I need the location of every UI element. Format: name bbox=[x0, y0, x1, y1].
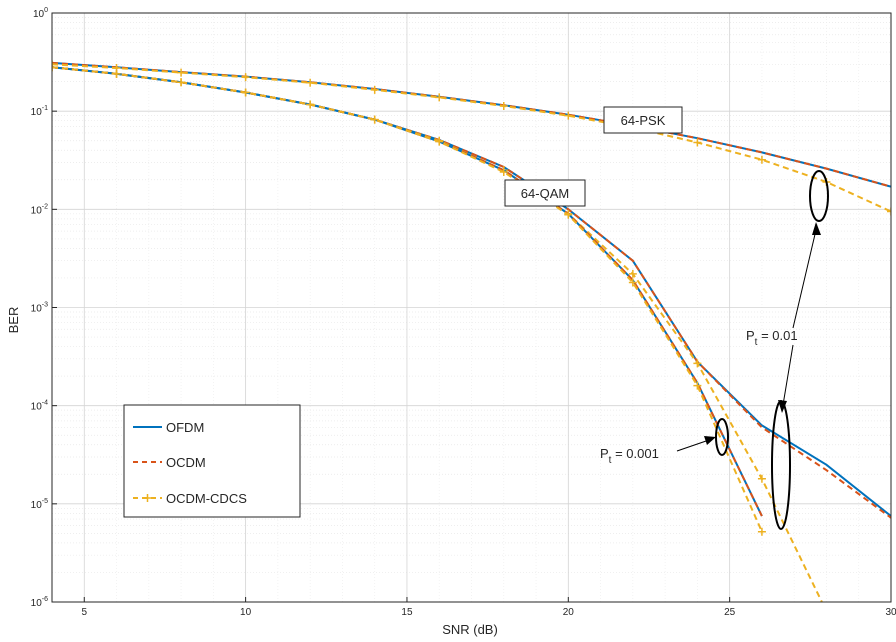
data-point-marker bbox=[52, 63, 56, 72]
arrow-line-left bbox=[676, 439, 710, 452]
y-tick-label: 10-1 bbox=[31, 105, 48, 118]
arrow-head-left bbox=[704, 436, 716, 445]
data-point-marker bbox=[435, 137, 444, 146]
x-axis-label: SNR (dB) bbox=[442, 622, 498, 637]
x-tick-label: 25 bbox=[724, 607, 736, 618]
data-point-marker bbox=[564, 111, 573, 120]
data-point-marker bbox=[757, 527, 766, 536]
y-tick-label: 10-2 bbox=[31, 203, 48, 216]
data-point-marker bbox=[822, 608, 830, 616]
label-64-psk-text: 64-PSK bbox=[621, 113, 666, 128]
x-tick-label: 5 bbox=[81, 607, 87, 618]
x-tick-label: 10 bbox=[240, 607, 252, 618]
data-point-marker bbox=[499, 168, 508, 177]
data-point-marker bbox=[177, 78, 186, 87]
arrow-head-down bbox=[778, 400, 787, 413]
series-64-psk-ocdm-cdcs bbox=[52, 60, 891, 216]
series-64-qam-ocdm-cdcs bbox=[52, 63, 766, 536]
data-point-marker bbox=[241, 88, 250, 97]
y-tick-label: 10-5 bbox=[31, 498, 48, 511]
y-tick-labels: 10-6 10-5 10-4 10-3 10-2 10-1 100 bbox=[31, 7, 48, 609]
data-point-marker bbox=[693, 381, 702, 390]
legend-label-ocdm-cdcs: OCDM-CDCS bbox=[166, 491, 247, 506]
arrow-line-down bbox=[782, 344, 794, 406]
data-point-marker bbox=[499, 101, 508, 110]
legend-entry-ofdm: OFDM bbox=[133, 420, 204, 435]
label-64-psk: 64-PSK bbox=[603, 106, 683, 134]
data-point-marker bbox=[370, 85, 379, 94]
y-tick-label: 10-3 bbox=[31, 302, 48, 315]
data-point-marker bbox=[177, 68, 186, 77]
arrow-head-up bbox=[812, 222, 821, 235]
ellipse-qam-low bbox=[715, 418, 729, 456]
x-tick-labels: 5 10 15 20 25 30 bbox=[81, 607, 896, 618]
data-point-marker bbox=[757, 474, 766, 483]
legend-marker-ocdm-cdcs bbox=[143, 494, 152, 502]
label-64-qam: 64-QAM bbox=[504, 179, 586, 207]
axes-frame bbox=[51, 12, 892, 603]
data-point-marker bbox=[693, 359, 702, 368]
series-line bbox=[52, 66, 763, 533]
label-pt-0.001: Pt = 0.001 bbox=[600, 446, 659, 466]
data-point-marker bbox=[693, 138, 702, 147]
y-tick-label: 100 bbox=[33, 7, 48, 20]
series-group bbox=[52, 60, 891, 616]
data-point-marker bbox=[52, 60, 56, 69]
data-point-marker bbox=[564, 210, 573, 219]
data-point-marker bbox=[757, 155, 766, 164]
arrow-line-up bbox=[792, 229, 817, 329]
data-point-marker bbox=[628, 278, 637, 287]
ellipse-qam-high bbox=[771, 400, 791, 530]
annotation-pt-0.001: Pt = 0.001 bbox=[600, 418, 729, 466]
data-point-marker bbox=[370, 115, 379, 124]
y-tick-label: 10-4 bbox=[31, 400, 48, 413]
x-tick-label: 15 bbox=[401, 607, 413, 618]
y-axis-label: BER bbox=[6, 307, 21, 334]
annotation-pt-0.01: Pt = 0.01 bbox=[746, 170, 829, 530]
ellipse-psk bbox=[809, 170, 829, 222]
x-tick-label: 20 bbox=[563, 607, 575, 618]
series-line bbox=[52, 63, 891, 213]
data-point-marker bbox=[306, 100, 315, 109]
legend-entry-ocdm-cdcs: OCDM-CDCS bbox=[133, 491, 247, 506]
legend: OFDM OCDM OCDM-CDCS bbox=[123, 404, 301, 518]
data-point-marker bbox=[887, 207, 891, 216]
data-point-marker bbox=[112, 69, 121, 78]
data-point-marker bbox=[241, 73, 250, 82]
data-point-marker bbox=[306, 78, 315, 87]
legend-label-ofdm: OFDM bbox=[166, 420, 204, 435]
data-point-marker bbox=[435, 93, 444, 102]
data-point-marker bbox=[628, 269, 637, 278]
label-pt-0.01: Pt = 0.01 bbox=[746, 328, 798, 348]
y-tick-label: 10-6 bbox=[31, 596, 48, 609]
legend-entry-ocdm: OCDM bbox=[133, 455, 206, 470]
legend-label-ocdm: OCDM bbox=[166, 455, 206, 470]
label-64-qam-text: 64-QAM bbox=[521, 186, 569, 201]
x-tick-label: 30 bbox=[885, 607, 896, 618]
